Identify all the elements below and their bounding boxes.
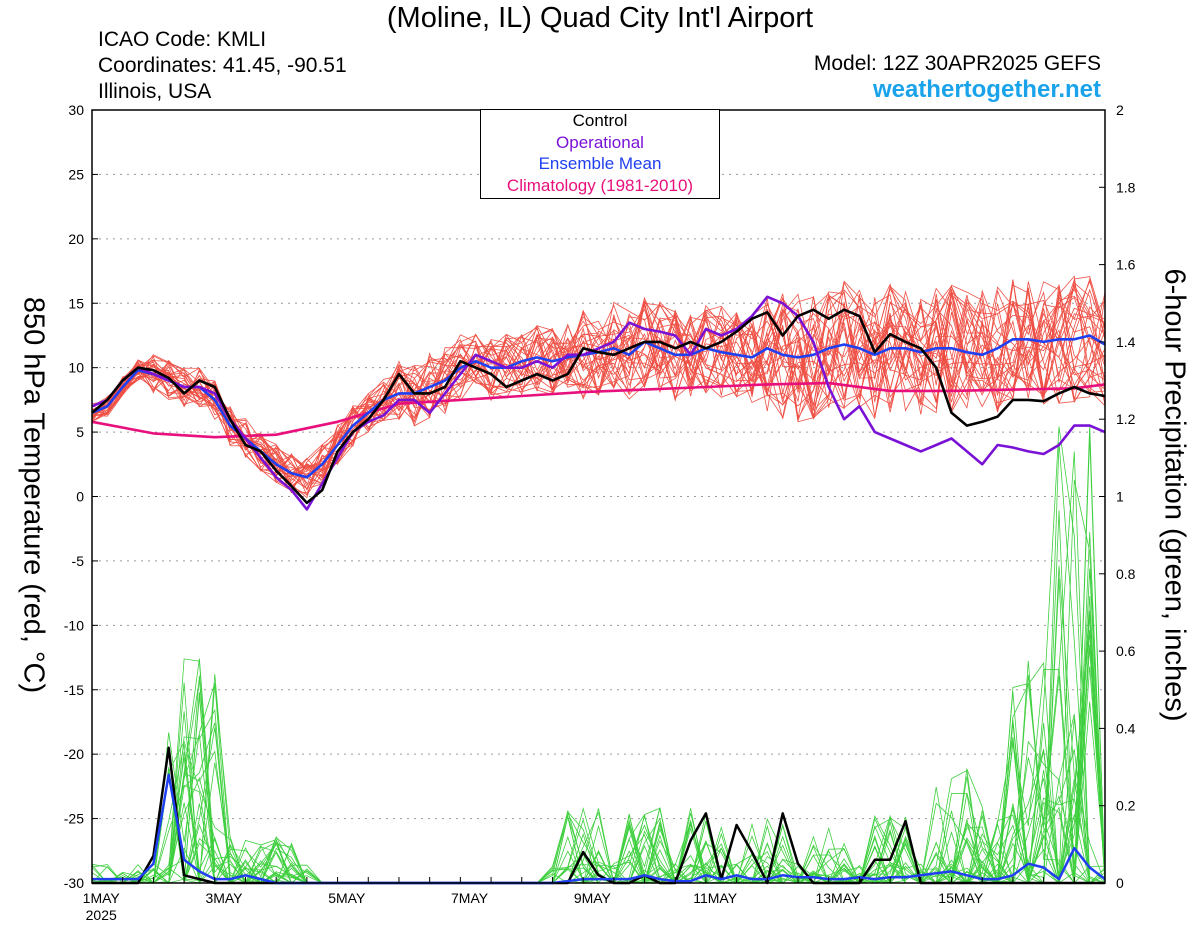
y-tick-label: 30: [68, 102, 84, 118]
y-tick-label: 10: [68, 360, 84, 376]
y-tick-label: 5: [76, 424, 84, 440]
precipitation-control-line: [92, 746, 1105, 885]
precipitation-member-line: [91, 723, 1105, 884]
y2-tick-label: 0.4: [1116, 720, 1136, 736]
x-tick-label: 7MAY: [451, 890, 489, 906]
temperature-member-line: [91, 300, 1106, 474]
precipitation-member-line: [92, 568, 1106, 885]
y2-tick-label: 2: [1116, 102, 1124, 118]
temperature-climatology-1981-2010-line: [91, 381, 1106, 439]
precipitation-member-line: [91, 713, 1106, 884]
y-tick-label: -20: [64, 746, 84, 762]
temperature-control-line: [91, 308, 1106, 505]
temperature-member-line: [91, 286, 1106, 475]
legend-entry-operational: Operational: [556, 132, 644, 152]
temperature-member-line: [91, 284, 1106, 488]
y2-tick-label: 0.2: [1116, 798, 1136, 814]
temperature-member-line: [91, 291, 1106, 497]
x-tick-label: 15MAY: [938, 890, 984, 906]
y-tick-label: -10: [64, 617, 84, 633]
x-tick-label: 9MAY: [574, 890, 612, 906]
legend-entry-control: Control: [572, 111, 628, 130]
precipitation-member-line: [91, 718, 1106, 884]
y-tick-label: 0: [76, 489, 84, 505]
precipitation-member-line: [92, 480, 1106, 884]
y2-tick-label: 0.6: [1116, 643, 1136, 659]
y2-tick-label: 1: [1116, 489, 1124, 505]
x-tick-label: 5MAY: [328, 890, 366, 906]
chart-title: (Moline, IL) Quad City Int'l Airport: [386, 2, 814, 34]
x-tick-label: 11MAY: [693, 890, 737, 906]
station-region: Illinois, USA: [98, 80, 212, 103]
precipitation-member-line: [92, 711, 1105, 884]
precipitation-member-line: [92, 436, 1106, 885]
x-year-label: 2025: [86, 907, 117, 923]
precipitation-member-line: [91, 532, 1106, 884]
precipitation-member-line: [91, 610, 1106, 885]
y-tick-label: -30: [64, 875, 84, 891]
precipitation-member-line: [91, 648, 1106, 885]
legend-entry-ensemble-mean: Ensemble Mean: [538, 154, 662, 173]
precipitation-member-line: [92, 616, 1106, 885]
y-tick-label: -25: [64, 811, 84, 827]
y2-tick-label: 1.8: [1116, 179, 1136, 195]
precipitation-member-line: [91, 658, 1106, 885]
axis-ticks: 302520151050-5-10-15-20-25-3021.81.61.41…: [64, 102, 1136, 923]
gridlines: [92, 173, 1105, 820]
y-tick-label: 20: [68, 231, 84, 247]
precipitation-member-line: [92, 426, 1105, 884]
y2-tick-label: 0.8: [1116, 566, 1136, 582]
precipitation-member-line: [92, 565, 1106, 885]
x-tick-label: 13MAY: [815, 890, 861, 906]
x-tick-label: 3MAY: [205, 890, 243, 906]
precipitation-member-line: [91, 658, 1105, 885]
y-tick-label: 25: [68, 166, 84, 182]
main-series: [91, 295, 1106, 885]
y-tick-label: -15: [64, 682, 84, 698]
station-coordinates: Coordinates: 41.45, -90.51: [98, 54, 347, 77]
website-link[interactable]: weathertogether.net: [872, 76, 1101, 103]
legend-entry-climatology-1981-2010: Climatology (1981-2010): [506, 175, 694, 195]
y2-tick-label: 1.6: [1116, 257, 1136, 273]
y2-tick-label: 1.4: [1116, 334, 1136, 350]
precipitation-ensemble-mean-line: [92, 773, 1106, 885]
legend: Control Operational Ensemble Mean Climatolo…: [480, 109, 720, 199]
x-tick-label: 1MAY: [83, 890, 121, 906]
y2-tick-label: 0: [1116, 875, 1124, 891]
precipitation-member-line: [92, 644, 1106, 884]
precipitation-member-line: [92, 596, 1106, 885]
y-tick-label: 15: [68, 295, 84, 311]
temperature-member-line: [91, 287, 1106, 481]
icao-code: ICAO Code: KMLI: [98, 28, 267, 51]
temperature-member-line: [91, 279, 1106, 485]
model-run: Model: 12Z 30APR2025 GEFS: [813, 52, 1101, 75]
y2-tick-label: 1.2: [1116, 411, 1136, 427]
temperature-operational-line: [91, 295, 1106, 511]
y-tick-label: -5: [72, 553, 85, 569]
